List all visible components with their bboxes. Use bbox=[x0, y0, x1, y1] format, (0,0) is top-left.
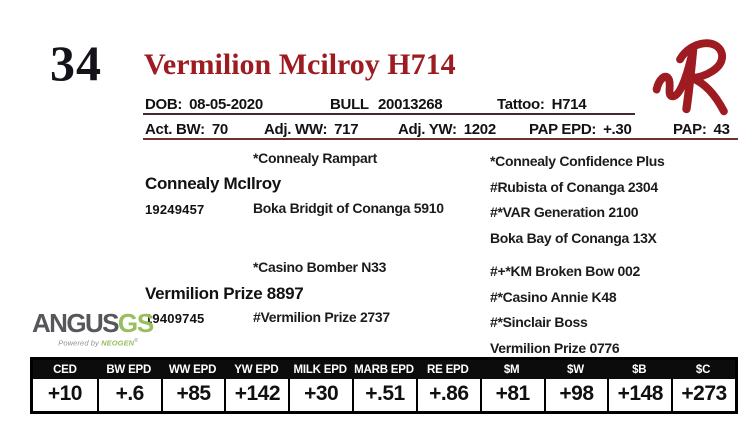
angus-logo-text: ANGUS bbox=[32, 308, 120, 338]
adjusted-yearling-weight-field: Adj. YW: 1202 bbox=[398, 121, 496, 138]
epd-table: CED BW EPD WW EPD YW EPD MILK EPD MARB E… bbox=[30, 357, 738, 414]
sire-great-grandparents-list: *Connealy Confidence Plus #Rubista of Co… bbox=[490, 149, 665, 252]
epd-column-header-yw: YW EPD bbox=[224, 360, 289, 379]
epd-value-ww: +85 bbox=[160, 379, 225, 411]
sire-grandsire: *Connealy Rampart bbox=[253, 150, 378, 166]
epd-value-yw: +142 bbox=[224, 379, 289, 411]
act-bw-label: Act. BW: bbox=[145, 121, 205, 138]
dob-label: DOB: bbox=[145, 96, 183, 113]
dam-registration: 19409745 bbox=[145, 311, 205, 326]
adj-ww-label: Adj. WW: bbox=[264, 121, 328, 138]
pap-label: PAP: bbox=[673, 121, 707, 138]
sire-granddam: Boka Bridgit of Conanga 5910 bbox=[253, 200, 444, 216]
pap-epd-field: PAP EPD: +.30 bbox=[529, 121, 632, 138]
adj-yw-value: 1202 bbox=[463, 121, 496, 138]
sire-name: Connealy McIlroy bbox=[145, 174, 281, 193]
dam-granddam: #Vermilion Prize 2737 bbox=[253, 309, 390, 325]
registration-number: 20013268 bbox=[378, 96, 443, 113]
sire-great-grandparent: Boka Bay of Conanga 13X bbox=[490, 230, 657, 247]
adj-yw-label: Adj. YW: bbox=[398, 121, 457, 138]
angus-gs-text: GS bbox=[117, 308, 154, 338]
pap-score-field: PAP: 43 bbox=[673, 121, 730, 138]
epd-column-header-bw: BW EPD bbox=[96, 360, 161, 379]
sire-great-grandparent: #*VAR Generation 2100 bbox=[490, 204, 639, 221]
stats-divider-rule bbox=[143, 138, 738, 140]
dam-name: Vermilion Prize 8897 bbox=[145, 284, 304, 303]
tattoo-field: Tattoo: H714 bbox=[497, 96, 587, 113]
epd-column-header-ww: WW EPD bbox=[160, 360, 225, 379]
tattoo-label: Tattoo: bbox=[497, 96, 545, 113]
sire-great-grandparent: #Rubista of Conanga 2304 bbox=[490, 178, 658, 195]
pap-value: 43 bbox=[713, 121, 730, 138]
pap-epd-label: PAP EPD: bbox=[529, 121, 597, 138]
tattoo-value: H714 bbox=[551, 96, 587, 113]
epd-value-dollar-b: +148 bbox=[607, 379, 672, 411]
vermilion-ranch-brand-icon bbox=[645, 28, 745, 126]
epd-value-milk: +30 bbox=[288, 379, 353, 411]
adj-ww-value: 717 bbox=[334, 121, 359, 138]
sex-value: BULL bbox=[330, 96, 369, 113]
dam-great-grandparent: #*Casino Annie K48 bbox=[490, 288, 617, 305]
epd-value-dollar-c: +273 bbox=[671, 379, 735, 411]
epd-column-header-dollar-m: $M bbox=[479, 360, 544, 379]
sire-great-grandparent: *Connealy Confidence Plus bbox=[490, 153, 665, 169]
angus-gs-logo: ANGUSGS bbox=[32, 308, 154, 341]
epd-value-marb: +.51 bbox=[352, 379, 416, 411]
epd-column-header-milk: MILK EPD bbox=[288, 360, 353, 379]
epd-value-re: +.86 bbox=[415, 379, 480, 411]
act-bw-value: 70 bbox=[211, 121, 228, 138]
sire-registration: 19249457 bbox=[145, 202, 205, 217]
epd-value-bw: +.6 bbox=[96, 379, 161, 411]
epd-column-header-dollar-b: $B bbox=[607, 360, 672, 379]
adjusted-weaning-weight-field: Adj. WW: 717 bbox=[264, 121, 359, 138]
epd-value-dollar-w: +98 bbox=[543, 379, 608, 411]
tagline-prefix: Powered by bbox=[58, 338, 102, 348]
dam-great-grandparent: #+*KM Broken Bow 002 bbox=[490, 263, 640, 279]
dam-great-grandparent: Vermilion Prize 0776 bbox=[490, 340, 620, 357]
dam-grandsire: *Casino Bomber N33 bbox=[253, 259, 387, 275]
angus-logo-tagline: Powered by NEOGEN® bbox=[32, 338, 138, 348]
pap-epd-value: +.30 bbox=[603, 121, 632, 138]
dob-value: 08-05-2020 bbox=[189, 96, 263, 113]
epd-value-dollar-m: +81 bbox=[479, 379, 544, 411]
epd-column-header-dollar-c: $C bbox=[671, 360, 735, 379]
dam-great-grandparents-list: #+*KM Broken Bow 002 #*Casino Annie K48 … bbox=[490, 259, 640, 362]
epd-value-ced: +10 bbox=[33, 379, 97, 411]
epd-column-header-ced: CED bbox=[33, 360, 97, 379]
neogen-brand-text: NEOGEN bbox=[101, 338, 135, 348]
dob-field: DOB: 08-05-2020 bbox=[145, 96, 263, 113]
header-divider-rule bbox=[143, 113, 635, 115]
epd-column-header-dollar-w: $W bbox=[543, 360, 608, 379]
dam-great-grandparent: #*Sinclair Boss bbox=[490, 314, 588, 331]
epd-column-header-marb: MARB EPD bbox=[352, 360, 416, 379]
animal-name-title: Vermilion Mcilroy H714 bbox=[144, 48, 456, 81]
lot-number: 34 bbox=[50, 35, 102, 91]
actual-birth-weight-field: Act. BW: 70 bbox=[145, 121, 228, 138]
epd-column-header-re: RE EPD bbox=[415, 360, 480, 379]
registered-mark: ® bbox=[134, 338, 138, 344]
